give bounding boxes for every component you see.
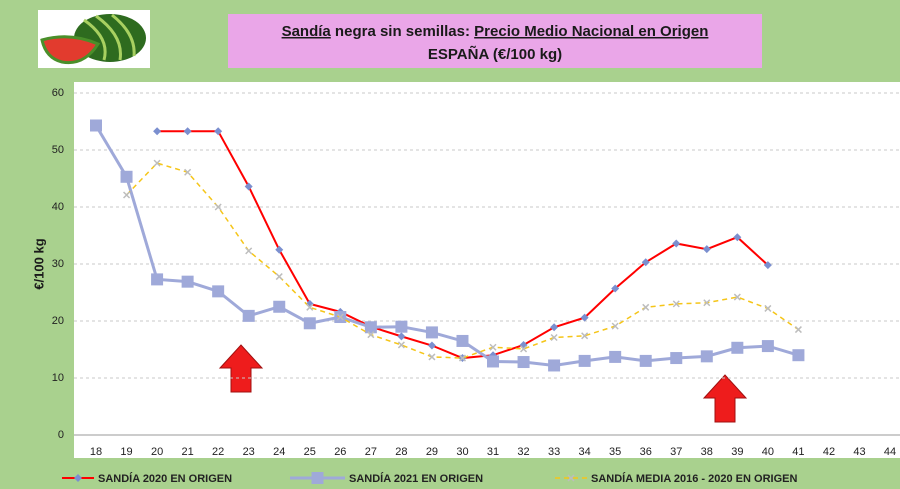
marker [426, 326, 438, 338]
title-part: Precio Medio Nacional en Origen [474, 23, 708, 40]
marker [548, 359, 560, 371]
x-tick-label: 25 [304, 446, 316, 458]
marker [731, 342, 743, 354]
x-tick-label: 30 [456, 446, 468, 458]
marker [792, 349, 804, 361]
chart-title: Sandía negra sin semillas: Precio Medio … [282, 23, 709, 40]
x-tick-label: 34 [579, 446, 591, 458]
x-tick-label: 21 [181, 446, 193, 458]
marker [395, 321, 407, 333]
x-tick-label: 32 [517, 446, 529, 458]
marker [365, 321, 377, 333]
x-tick-label: 23 [243, 446, 255, 458]
plot-area [74, 82, 900, 458]
title-part: Sandía [282, 23, 332, 40]
x-tick-label: 26 [334, 446, 346, 458]
y-tick-label: 0 [58, 429, 64, 441]
chart: Sandía negra sin semillas: Precio Medio … [0, 0, 900, 489]
marker [762, 340, 774, 352]
y-tick-label: 40 [52, 201, 64, 213]
x-tick-label: 29 [426, 446, 438, 458]
x-tick-label: 22 [212, 446, 224, 458]
x-tick-label: 37 [670, 446, 682, 458]
marker [243, 310, 255, 322]
marker [609, 351, 621, 363]
x-tick-label: 28 [395, 446, 407, 458]
marker [487, 355, 499, 367]
x-tick-label: 43 [853, 446, 865, 458]
legend-label: SANDÍA MEDIA 2016 - 2020 EN ORIGEN [591, 472, 797, 485]
x-tick-label: 36 [640, 446, 652, 458]
marker [579, 355, 591, 367]
marker [273, 301, 285, 313]
page: Sandía negra sin semillas: Precio Medio … [0, 0, 900, 489]
marker [640, 355, 652, 367]
x-tick-label: 18 [90, 446, 102, 458]
title-part: negra sin semillas: [331, 23, 474, 40]
x-tick-label: 42 [823, 446, 835, 458]
x-tick-label: 41 [792, 446, 804, 458]
chart-subtitle: ESPAÑA (€/100 kg) [428, 45, 562, 63]
marker [182, 276, 194, 288]
y-tick-label: 20 [52, 315, 64, 327]
x-tick-label: 40 [762, 446, 774, 458]
marker [121, 171, 133, 183]
watermelon-image [38, 10, 150, 68]
x-tick-label: 31 [487, 446, 499, 458]
y-tick-label: 10 [52, 372, 64, 384]
y-axis-label: €/100 kg [31, 238, 46, 289]
marker [456, 335, 468, 347]
y-tick-label: 60 [52, 87, 64, 99]
marker [670, 352, 682, 364]
marker [518, 356, 530, 368]
legend-label: SANDÍA 2020 EN ORIGEN [98, 472, 232, 485]
legend-marker [312, 472, 324, 484]
x-tick-label: 20 [151, 446, 163, 458]
y-tick-label: 50 [52, 144, 64, 156]
x-tick-label: 24 [273, 446, 285, 458]
marker [701, 350, 713, 362]
x-tick-label: 33 [548, 446, 560, 458]
x-tick-label: 38 [701, 446, 713, 458]
legend-label: SANDÍA 2021 EN ORIGEN [349, 472, 483, 485]
x-tick-label: 44 [884, 446, 896, 458]
x-tick-label: 39 [731, 446, 743, 458]
x-tick-label: 27 [365, 446, 377, 458]
marker [212, 285, 224, 297]
x-tick-label: 19 [120, 446, 132, 458]
marker [151, 273, 163, 285]
marker [304, 317, 316, 329]
y-tick-label: 30 [52, 258, 64, 270]
marker [90, 119, 102, 131]
x-tick-label: 35 [609, 446, 621, 458]
